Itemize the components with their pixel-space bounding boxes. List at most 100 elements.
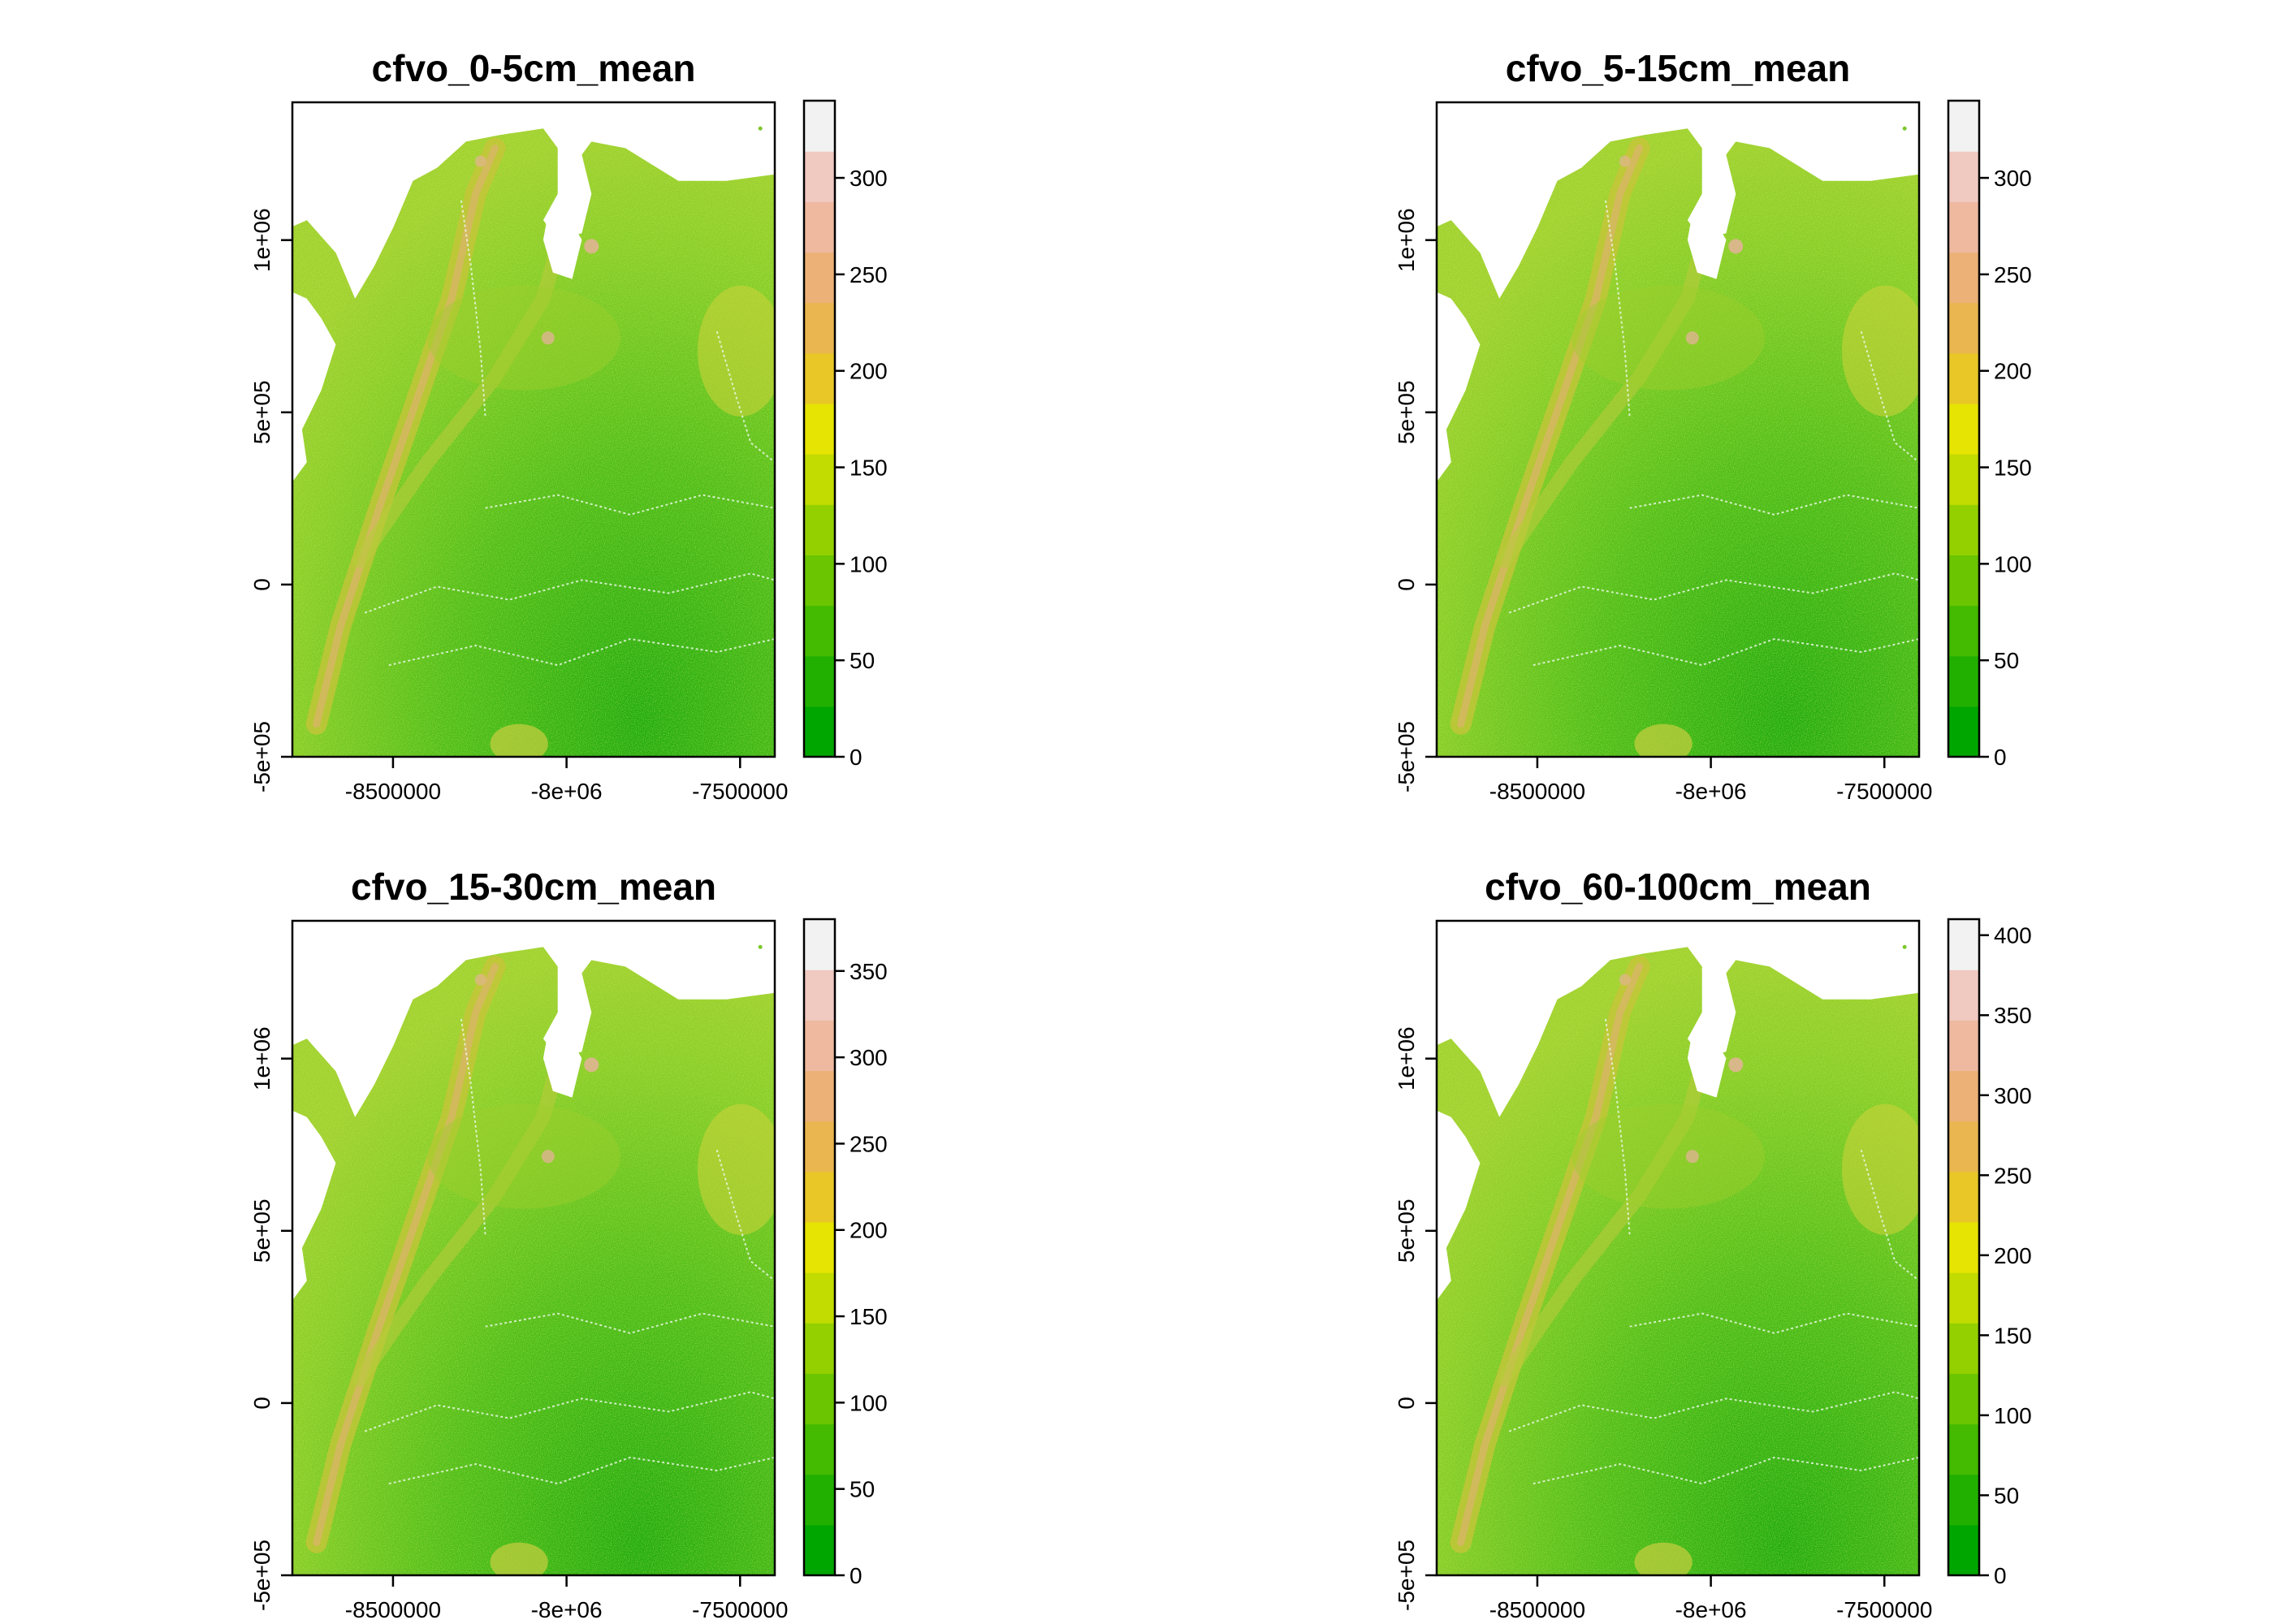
- legend-swatch: [804, 454, 835, 505]
- map-frame: [1435, 101, 1921, 758]
- hotspot: [1728, 239, 1744, 254]
- legend-swatch: [804, 201, 835, 253]
- x-axis: -8500000 -8e+06 -7500000: [1489, 757, 1932, 804]
- legend-frame: [1947, 918, 1981, 1577]
- hotspot: [584, 1057, 599, 1073]
- map-frame: [291, 101, 776, 758]
- river-line: [1860, 330, 1919, 464]
- legend-swatch: [1948, 1474, 1979, 1526]
- legend-swatch: [1948, 201, 1979, 253]
- x-axis: -8500000 -8e+06 -7500000: [345, 1575, 788, 1622]
- legend-swatch: [1948, 302, 1979, 354]
- legend-swatch: [1948, 504, 1979, 555]
- legend-frame: [1947, 99, 1981, 758]
- legend-swatch: [804, 706, 835, 758]
- x-axis: -8500000 -8e+06 -7500000: [345, 757, 788, 804]
- river-line: [1533, 637, 1919, 667]
- river-line: [1533, 1456, 1919, 1485]
- x-tick-label: -8500000: [1489, 779, 1585, 804]
- land-raster: [292, 947, 775, 1575]
- legend-tick-label: 50: [1994, 1483, 2019, 1508]
- legend-swatch: [804, 352, 835, 404]
- x-tick-label: -8e+06: [1675, 779, 1747, 804]
- x-tick-label: -8e+06: [1675, 1597, 1747, 1622]
- land-raster: [1437, 947, 1919, 1575]
- legend-swatch: [1948, 1323, 1979, 1374]
- y-axis: -5e+05 0 5e+05 1e+06: [1394, 1026, 1437, 1611]
- hotspot: [1685, 1150, 1699, 1164]
- island-mark: [1902, 126, 1907, 131]
- andes-peak: [313, 962, 499, 1547]
- y-axis: -5e+05 0 5e+05 1e+06: [249, 208, 292, 793]
- legend-swatch: [1948, 1171, 1979, 1223]
- legend-swatch: [1948, 555, 1979, 607]
- legend-swatch: [804, 403, 835, 455]
- legend-tick-label: 300: [850, 1045, 888, 1070]
- legend-tick-label: 350: [1994, 1003, 2032, 1028]
- legend-tick-label: 150: [1994, 456, 2032, 481]
- legend-swatch: [1948, 605, 1979, 657]
- y-tick-label: 1e+06: [249, 1026, 275, 1091]
- legend-swatch: [1948, 1423, 1979, 1475]
- legend-swatch: [804, 1171, 835, 1223]
- river-line: [1860, 1149, 1919, 1282]
- legend-swatch: [1948, 655, 1979, 707]
- hotspot: [541, 331, 555, 345]
- color-legend: 0 50 100 150 200 250 300 350 400: [1947, 918, 2032, 1588]
- river-line: [715, 330, 775, 464]
- eastern-ridge: [1497, 239, 1710, 568]
- legend-swatch: [1948, 1272, 1979, 1324]
- map-panel-cfvo-15-30cm: cfvo_15-30cm_mean -8500000 -8e+06 -7500000…: [249, 866, 888, 1622]
- legend-tick-label: 250: [850, 262, 888, 287]
- river-line: [1604, 200, 1631, 417]
- raster-map: [291, 101, 776, 758]
- legend-swatch: [1948, 403, 1979, 455]
- eastern-ridge: [1497, 1057, 1710, 1387]
- legend-tick-label: 150: [850, 1304, 888, 1329]
- legend-tick-label: 350: [850, 959, 888, 984]
- legend-swatch: [1948, 252, 1979, 304]
- raster-map: [291, 919, 776, 1577]
- legend-tick-label: 150: [1994, 1323, 2032, 1348]
- legend-tick-label: 400: [1994, 923, 2032, 948]
- river-line: [364, 1391, 775, 1432]
- x-tick-label: -7500000: [692, 1597, 788, 1622]
- x-tick-label: -8e+06: [531, 1597, 603, 1622]
- y-tick-label: 1e+06: [1394, 208, 1419, 272]
- lake-maracaibo: [543, 1026, 582, 1098]
- southern-patch: [490, 723, 548, 757]
- y-axis: -5e+05 0 5e+05 1e+06: [249, 1026, 292, 1611]
- river-line: [388, 1456, 775, 1485]
- map-panel-cfvo-60-100cm: cfvo_60-100cm_mean -8500000 -8e+06 -750000…: [1394, 866, 2032, 1622]
- legend-tick-label: 50: [1994, 648, 2019, 673]
- highland-area: [697, 1104, 775, 1235]
- hotspot: [474, 974, 486, 986]
- y-tick-label: 1e+06: [249, 208, 275, 272]
- color-legend: 0 50 100 150 200 250 300 350: [802, 918, 888, 1588]
- legend-swatch: [804, 504, 835, 555]
- y-tick-label: 5e+05: [1394, 380, 1419, 444]
- legend-tick-label: 300: [850, 166, 888, 191]
- legend-tick-label: 0: [850, 1563, 862, 1588]
- panel-title: cfvo_15-30cm_mean: [351, 866, 716, 908]
- y-tick-label: 0: [1394, 578, 1419, 591]
- legend-swatch: [804, 1121, 835, 1173]
- hotspot: [1619, 974, 1631, 986]
- southern-patch: [1634, 1542, 1693, 1575]
- y-tick-label: 5e+05: [1394, 1199, 1419, 1263]
- color-legend: 0 50 100 150 200 250 300: [1947, 99, 2032, 770]
- legend-tick-label: 0: [1994, 1563, 2007, 1588]
- y-tick-label: -5e+05: [1394, 721, 1419, 793]
- highland-area: [1841, 1104, 1919, 1235]
- legend-swatch: [804, 101, 835, 152]
- legend-swatch: [804, 655, 835, 707]
- river-line: [485, 1312, 775, 1334]
- legend-swatch: [1948, 706, 1979, 758]
- map-panel-cfvo-5-15cm: cfvo_5-15cm_mean -8500000 -8e+06 -7500000 …: [1394, 47, 2032, 804]
- legend-swatch: [804, 970, 835, 1021]
- legend-swatch: [804, 1070, 835, 1122]
- legend-swatch: [804, 1272, 835, 1324]
- panel-title: cfvo_5-15cm_mean: [1506, 47, 1850, 89]
- lake-maracaibo: [1687, 1026, 1727, 1098]
- legend-tick-label: 250: [850, 1131, 888, 1156]
